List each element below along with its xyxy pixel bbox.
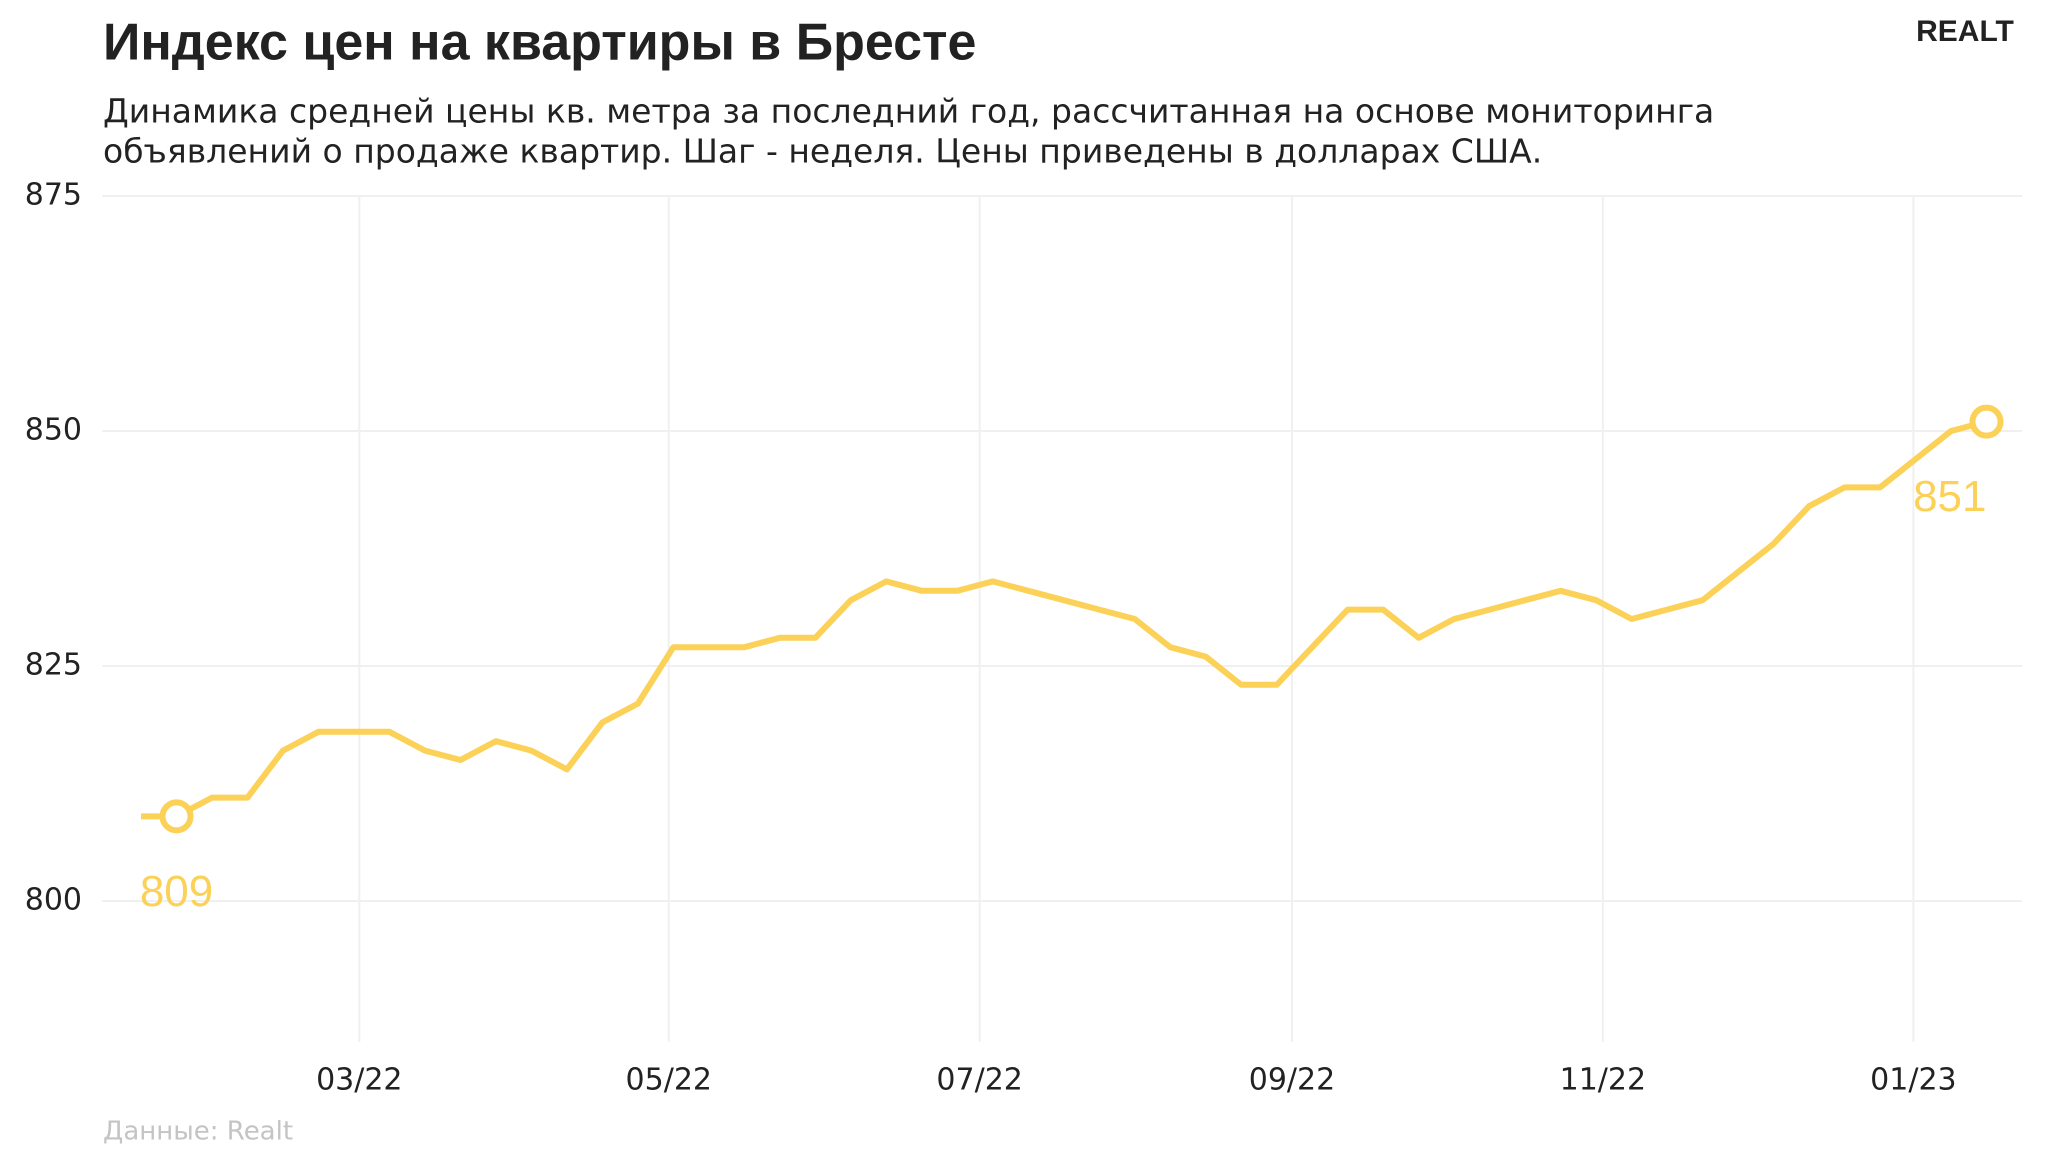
subtitle: объявлений о продаже квартир. Шаг - неде… — [103, 132, 1542, 171]
value-label: 809 — [140, 867, 213, 916]
logo: REALT — [1916, 15, 2014, 48]
line — [141, 418, 1988, 820]
x-tick-label: 09/22 — [1249, 1063, 1335, 1098]
y-tick-label: 800 — [25, 883, 82, 918]
y-tick-label: 875 — [25, 178, 82, 213]
x-tick-label: 01/23 — [1870, 1063, 1956, 1098]
chart-title: Индекс цен на квартиры в Бресте — [103, 14, 976, 72]
x-tick-label: 05/22 — [626, 1063, 712, 1098]
x-tick-label: 03/22 — [316, 1063, 402, 1098]
source: Данные: Realt — [103, 1117, 293, 1147]
x-tick-label: 07/22 — [936, 1063, 1022, 1098]
y-tick-label: 850 — [25, 413, 82, 448]
value-label: 851 — [1913, 472, 1986, 521]
y-tick-label: 825 — [25, 648, 82, 683]
point-marker — [1969, 404, 2004, 439]
subtitle: Динамика средней цены кв. метра за после… — [103, 92, 1714, 131]
x-tick-label: 11/22 — [1560, 1063, 1646, 1098]
point-marker — [159, 799, 194, 834]
